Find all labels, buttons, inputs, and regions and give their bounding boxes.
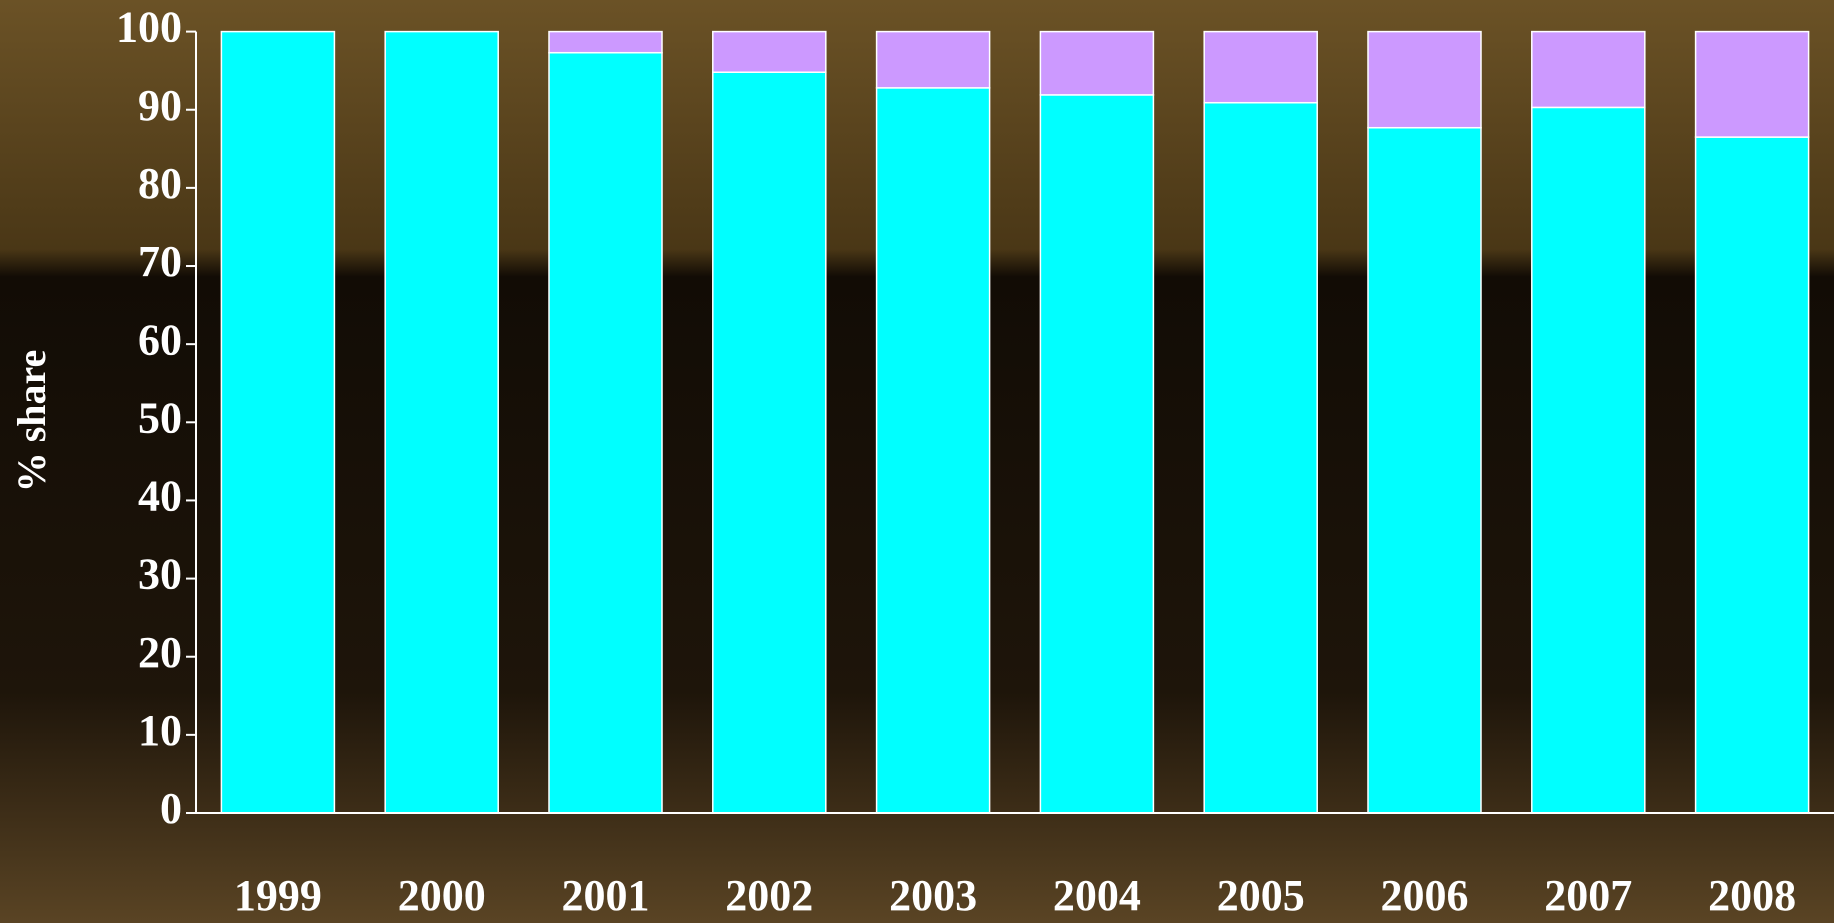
- bar-segment: [1694, 136, 1810, 814]
- x-tick-label: 2005: [1217, 871, 1305, 920]
- x-tick-label: 2002: [725, 871, 813, 920]
- x-tick-label: 2001: [562, 871, 650, 920]
- bar-segment: [1203, 30, 1318, 104]
- bar-segment: [875, 87, 991, 814]
- bar-segment: [220, 30, 336, 814]
- bar-segment: [1039, 94, 1155, 814]
- y-tick-label: 100: [116, 3, 182, 52]
- y-tick-label: 70: [138, 237, 182, 286]
- x-tick-label: 2008: [1708, 871, 1796, 920]
- bar-segment: [548, 30, 663, 54]
- x-tick-label: 1999: [234, 871, 322, 920]
- y-axis-label: % share: [9, 350, 54, 493]
- x-tick-label: 2004: [1053, 871, 1141, 920]
- bar-segment: [1367, 126, 1482, 814]
- bar-segment: [1694, 30, 1810, 138]
- plot-area: 1999 2000 2001 2002 2003 2004 2005 2006 2007 2008…: [116, 3, 1834, 920]
- y-tick-label: 20: [138, 628, 182, 677]
- y-tick-label: 30: [138, 550, 182, 599]
- y-tick-label: 90: [138, 81, 182, 130]
- y-tick-label: 0: [160, 784, 182, 833]
- x-tick-label: 2007: [1544, 871, 1632, 920]
- bar-segment: [1531, 106, 1646, 814]
- y-tick-label: 50: [138, 393, 182, 442]
- x-tick-label: 2006: [1381, 871, 1469, 920]
- y-tick-label: 10: [138, 706, 182, 755]
- y-tick-label: 40: [138, 472, 182, 521]
- x-tick-label: 2003: [889, 871, 977, 920]
- bar-segment: [548, 51, 663, 814]
- y-tick-label: 60: [138, 315, 182, 364]
- bar-segment: [1203, 101, 1318, 814]
- bar-segment: [1531, 30, 1646, 109]
- bar-segment: [384, 30, 499, 814]
- bar-segment: [1039, 30, 1155, 96]
- bar-segment: [712, 30, 827, 73]
- y-tick-label: 80: [138, 159, 182, 208]
- bar-segment: [1367, 30, 1482, 129]
- bar-segment: [712, 71, 827, 814]
- bar-segment: [875, 30, 991, 89]
- x-tick-label: 2000: [398, 871, 486, 920]
